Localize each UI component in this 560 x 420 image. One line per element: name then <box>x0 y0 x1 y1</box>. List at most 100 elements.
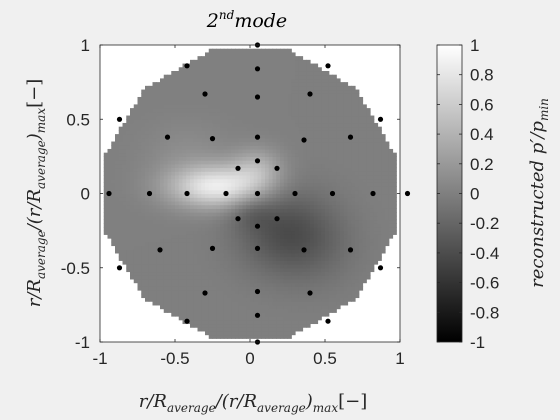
field-cell <box>171 178 176 183</box>
field-cell <box>190 219 195 224</box>
field-cell <box>268 145 274 150</box>
field-cell <box>257 189 262 195</box>
field-cell <box>272 204 277 209</box>
field-cell <box>373 134 379 139</box>
field-cell <box>163 204 169 209</box>
field-cell <box>220 174 225 180</box>
field-cell <box>227 327 232 332</box>
field-cell <box>156 301 161 306</box>
field-cell <box>306 226 311 232</box>
field-cell <box>231 186 236 191</box>
field-cell <box>137 271 142 276</box>
field-cell <box>160 293 165 299</box>
field-cell <box>115 182 120 187</box>
field-cell <box>163 197 169 202</box>
field-cell <box>238 204 244 209</box>
field-cell <box>261 96 266 102</box>
field-cell <box>325 70 330 76</box>
field-cell <box>208 278 214 284</box>
field-cell <box>253 163 259 169</box>
field-cell <box>130 126 135 131</box>
field-cell <box>126 167 131 172</box>
field-cell <box>355 293 360 299</box>
field-cell <box>351 275 356 280</box>
field-cell <box>362 108 367 113</box>
field-cell <box>186 96 191 102</box>
field-cell <box>182 197 187 202</box>
field-cell <box>190 293 195 299</box>
field-cell <box>223 197 229 202</box>
field-cell <box>197 134 202 139</box>
field-cell <box>220 230 225 235</box>
field-cell <box>160 78 165 83</box>
field-cell <box>190 167 195 172</box>
field-cell <box>321 145 326 150</box>
field-cell <box>227 141 232 146</box>
x-tick-label: -1 <box>92 349 107 368</box>
field-cell <box>317 308 322 313</box>
field-cell <box>291 85 296 91</box>
field-cell <box>261 200 266 206</box>
field-cell <box>332 89 337 94</box>
field-cell <box>358 245 364 250</box>
field-cell <box>265 111 270 117</box>
field-cell <box>306 182 311 187</box>
field-cell <box>291 316 296 321</box>
field-cell <box>317 171 322 176</box>
field-cell <box>355 230 360 235</box>
field-cell <box>287 108 292 113</box>
field-cell <box>377 137 382 143</box>
field-cell <box>145 89 150 94</box>
field-cell <box>216 327 221 332</box>
field-cell <box>377 186 382 191</box>
field-cell <box>261 215 266 221</box>
field-cell <box>223 230 229 235</box>
field-cell <box>160 160 165 165</box>
field-cell <box>321 226 326 232</box>
field-cell <box>186 219 191 224</box>
field-cell <box>276 63 281 68</box>
field-cell <box>235 197 240 202</box>
field-cell <box>137 163 142 169</box>
field-cell <box>212 238 217 243</box>
field-cell <box>250 256 255 261</box>
field-cell <box>175 230 180 235</box>
field-cell <box>148 267 154 273</box>
field-cell <box>152 145 157 150</box>
field-cell <box>160 219 165 224</box>
field-cell <box>388 167 394 172</box>
field-cell <box>171 130 176 135</box>
field-cell <box>317 163 322 169</box>
field-cell <box>205 238 210 243</box>
field-cell <box>321 119 326 124</box>
field-cell <box>235 327 240 332</box>
field-cell <box>160 286 165 291</box>
field-cell <box>253 74 259 80</box>
field-cell <box>227 52 232 57</box>
field-cell <box>302 230 307 235</box>
field-cell <box>373 230 379 235</box>
field-cell <box>317 130 322 135</box>
field-cell <box>223 67 229 72</box>
field-cell <box>298 267 304 273</box>
field-cell <box>175 156 180 161</box>
field-cell <box>321 74 326 80</box>
field-cell <box>235 108 240 113</box>
field-cell <box>298 286 304 291</box>
field-cell <box>201 204 206 209</box>
sensor-point <box>184 63 190 69</box>
field-cell <box>268 278 274 284</box>
field-cell <box>268 256 274 261</box>
field-cell <box>231 100 236 105</box>
field-cell <box>332 226 337 232</box>
field-cell <box>328 167 334 172</box>
field-cell <box>321 167 326 172</box>
y-axis-label: r/Raverage/(r/Raverage)max[−] <box>24 79 48 307</box>
field-cell <box>171 304 176 310</box>
field-cell <box>295 241 300 247</box>
field-cell <box>186 104 191 109</box>
field-cell <box>242 297 247 302</box>
field-cell <box>291 223 296 228</box>
field-cell <box>268 59 274 65</box>
field-cell <box>231 148 236 154</box>
